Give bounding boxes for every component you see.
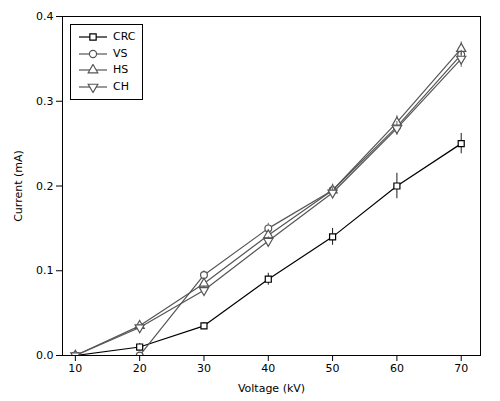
svg-text:70: 70 bbox=[454, 362, 468, 375]
svg-text:30: 30 bbox=[197, 362, 211, 375]
svg-text:10: 10 bbox=[68, 362, 82, 375]
svg-text:Voltage (kV): Voltage (kV) bbox=[238, 382, 305, 395]
svg-text:20: 20 bbox=[133, 362, 147, 375]
svg-text:0.1: 0.1 bbox=[36, 264, 54, 277]
html-text:CRC: CRC bbox=[113, 30, 136, 43]
svg-text:0.2: 0.2 bbox=[36, 180, 54, 193]
svg-text:40: 40 bbox=[261, 362, 275, 375]
svg-text:60: 60 bbox=[390, 362, 404, 375]
html-text:HS: HS bbox=[113, 63, 129, 76]
html-text:CH: CH bbox=[113, 79, 129, 93]
svg-text:Current (mA): Current (mA) bbox=[12, 150, 25, 222]
svg-text:0.0: 0.0 bbox=[36, 349, 54, 362]
svg-text:50: 50 bbox=[326, 362, 340, 375]
svg-text:0.3: 0.3 bbox=[36, 95, 54, 108]
html-text:VS: VS bbox=[113, 46, 128, 60]
svg-text:0.4: 0.4 bbox=[36, 10, 54, 23]
